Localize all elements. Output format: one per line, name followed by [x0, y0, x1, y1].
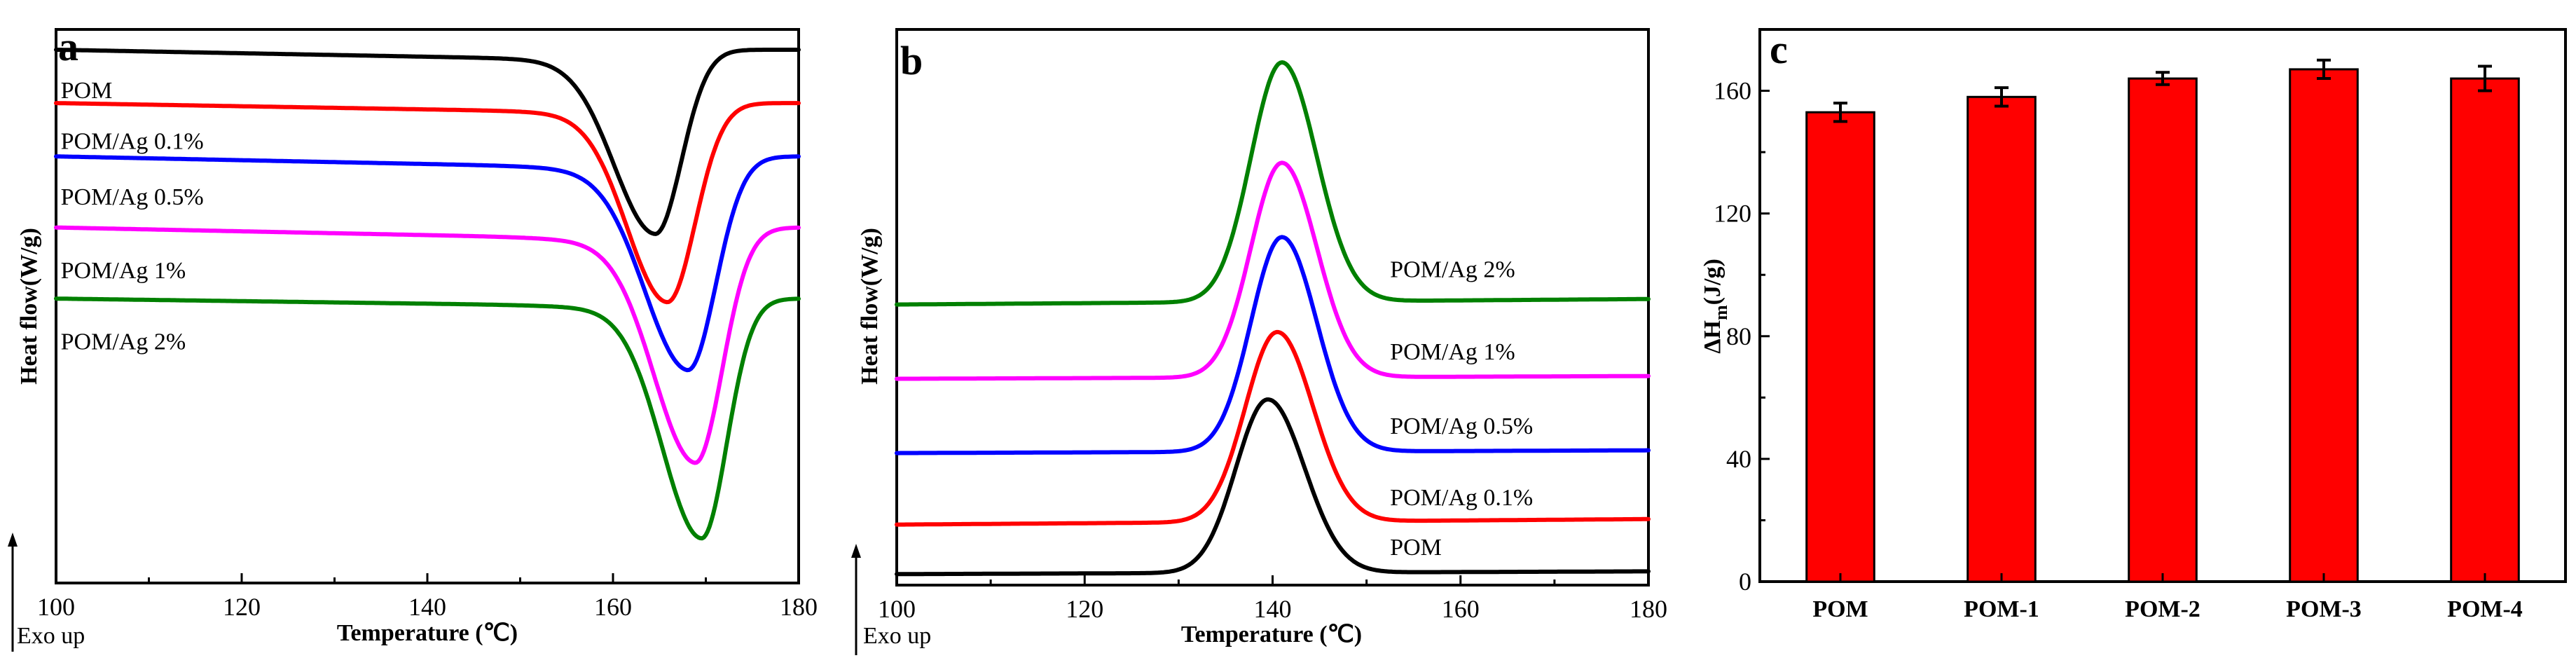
panel-a-series-pom-ag-1	[54, 225, 801, 465]
panel-b-series-pom-ag-2	[895, 60, 1651, 307]
panel-c-y-title-subscript: m	[1711, 305, 1731, 320]
panel-a-exo-arrowhead	[8, 533, 18, 547]
panel-b-label-pom-ag-2: POM/Ag 2%	[1390, 256, 1515, 282]
panel-a-series-group	[54, 48, 801, 541]
panel-c-bar-pom-2	[2128, 77, 2198, 583]
panel-c-y-tick-label: 120	[1714, 200, 1751, 228]
panel-a-plot-frame	[55, 28, 800, 584]
panel-a-x-tick-label: 180	[780, 593, 818, 621]
panel-c-bar-pom	[1805, 111, 1875, 583]
panel-c-x-labels: POM POM-1 POM-2 POM-3 POM-4	[1812, 573, 2523, 622]
panel-c-y-axis-title: ΔHm(J/g)	[1700, 259, 1731, 354]
panel-c-x-label-pom-3: POM-3	[2286, 596, 2362, 622]
panel-a-series-pom	[54, 48, 801, 236]
panel-b-x-tick-label: 140	[1254, 595, 1292, 623]
panel-c-chart: c ΔHm(J/g) 0 40 80 120 160 POM POM-1 POM-2 POM-…	[1700, 27, 2567, 622]
panel-b-series-pom	[895, 397, 1651, 577]
panel-b-plot-frame	[895, 28, 1650, 587]
panel-b-x-tick-label: 120	[1066, 595, 1103, 623]
panel-a-x-axis-title: Temperature (℃)	[337, 620, 518, 646]
panel-c-x-label-pom: POM	[1812, 596, 1868, 622]
panel-b-y-axis-title: Heat flow(W/g)	[857, 228, 883, 385]
panel-c-y-tick-label: 160	[1714, 77, 1751, 105]
panel-a-letter: a	[58, 24, 78, 69]
panel-a-x-tick-label: 120	[223, 593, 261, 621]
panel-b-chart: b Temperature (℃) Heat flow(W/g) Exo up …	[851, 28, 1667, 655]
panel-c-y-tick-label: 0	[1739, 568, 1751, 596]
panel-b-series-group	[895, 60, 1651, 577]
panel-c-y-tick-label: 80	[1726, 322, 1751, 350]
panel-b-series-pom-ag-0-1	[895, 329, 1651, 527]
panel-a-label-pom-ag-0-5: POM/Ag 0.5%	[61, 184, 204, 210]
panel-b-letter: b	[900, 38, 923, 83]
panel-b-label-pom-ag-0-5: POM/Ag 0.5%	[1390, 413, 1533, 439]
panel-c-x-label-pom-1: POM-1	[1964, 596, 2039, 622]
panel-c-y-tick-label: 40	[1726, 445, 1751, 473]
panel-a-series-pom-ag-2	[54, 296, 801, 541]
panel-b-label-pom-ag-0-1: POM/Ag 0.1%	[1390, 485, 1533, 511]
panel-c-bar-pom-3	[2289, 68, 2359, 583]
panel-a-label-pom-ag-1: POM/Ag 1%	[61, 258, 186, 284]
panel-a-chart: a Temperature (℃) Heat flow(W/g) Exo up …	[8, 24, 818, 652]
panel-b-x-axis-title: Temperature (℃)	[1181, 622, 1362, 647]
panel-b-label-pom: POM	[1390, 535, 1442, 561]
panel-a-x-tick-label: 160	[594, 593, 632, 621]
panel-b-x-tick-label: 100	[878, 595, 916, 623]
panel-b-label-pom-ag-1: POM/Ag 1%	[1390, 339, 1515, 365]
panel-a-x-ticks: 100 120 140 160 180	[37, 573, 818, 621]
panel-c-bars	[1805, 58, 2520, 583]
panel-a-label-pom: POM	[61, 78, 113, 104]
panel-c-x-label-pom-2: POM-2	[2125, 596, 2200, 622]
panel-a-series-pom-ag-0-5	[54, 154, 801, 373]
panel-b-x-tick-label: 160	[1442, 595, 1480, 623]
panel-b-exo-label: Exo up	[863, 623, 931, 649]
panel-b-x-tick-label: 180	[1630, 595, 1667, 623]
panel-a-curve-labels: POM POM/Ag 0.1% POM/Ag 0.5% POM/Ag 1% POM/Ag…	[61, 78, 204, 355]
panel-a-label-pom-ag-2: POM/Ag 2%	[61, 329, 186, 355]
panel-a-x-tick-label: 140	[408, 593, 446, 621]
panel-b-curve-labels: POM POM/Ag 0.1% POM/Ag 0.5% POM/Ag 1% POM/Ag…	[1390, 256, 1533, 561]
panel-b-exo-arrowhead	[851, 544, 861, 558]
panel-c-letter: c	[1770, 27, 1788, 72]
panel-a-y-axis-title: Heat flow(W/g)	[16, 228, 42, 385]
panel-a-series-pom-ag-0-1	[54, 101, 801, 305]
panel-c-bar-pom-1	[1967, 95, 2037, 583]
panel-a-x-tick-label: 100	[37, 593, 75, 621]
panel-c-y-title-symbol: ΔH	[1700, 320, 1726, 354]
panel-a-exo-label: Exo up	[17, 623, 85, 649]
panel-b-series-pom-ag-0-5	[895, 235, 1651, 455]
panel-c-y-ticks: 0 40 80 120 160	[1714, 77, 1770, 596]
panel-b-x-ticks: 100 120 140 160 180	[878, 575, 1667, 623]
panel-c-y-title-unit: (J/g)	[1700, 259, 1726, 305]
panel-c-x-label-pom-4: POM-4	[2447, 596, 2523, 622]
panel-b-series-pom-ag-1	[895, 160, 1651, 381]
panel-a-label-pom-ag-0-1: POM/Ag 0.1%	[61, 128, 204, 154]
panel-c-bar-pom-4	[2450, 77, 2520, 583]
